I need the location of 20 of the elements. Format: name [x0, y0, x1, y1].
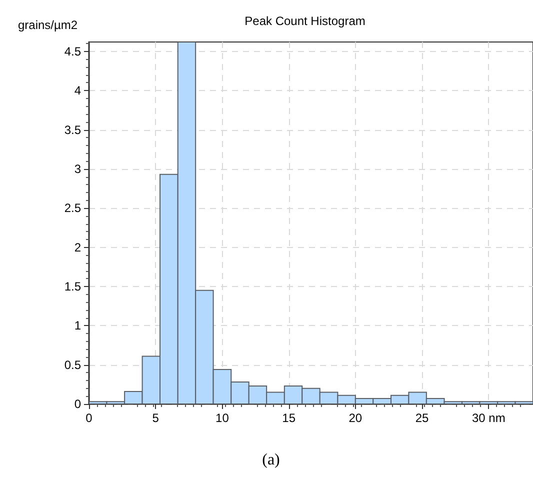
x-tick-label: 0	[86, 411, 93, 425]
y-tick-label: 0.5	[64, 358, 82, 372]
y-tick-label: 3	[74, 162, 82, 176]
x-tick-label: 10	[216, 411, 230, 425]
y-tick-label: 1.5	[64, 279, 82, 294]
y-tick-label: 4	[74, 84, 82, 98]
y-tick-label: 2	[74, 240, 82, 254]
y-tick-label: 4.5	[64, 44, 82, 58]
y-axis-title: grains/µm2	[18, 18, 78, 32]
x-tick-label: 25	[415, 411, 430, 425]
y-tick-label: 2.5	[64, 201, 82, 216]
x-tick-label: 5	[152, 411, 160, 425]
chart-title: Peak Count Histogram	[244, 14, 366, 28]
x-tick-label: 15	[282, 411, 296, 425]
y-tick-label: 3.5	[64, 122, 82, 137]
text: (a)	[262, 452, 280, 468]
y-tick-label: 1	[74, 318, 82, 333]
y-tick-label: 0	[74, 397, 82, 411]
x-tick-label: 30 nm	[472, 411, 506, 425]
x-tick-label: 20	[348, 411, 362, 425]
